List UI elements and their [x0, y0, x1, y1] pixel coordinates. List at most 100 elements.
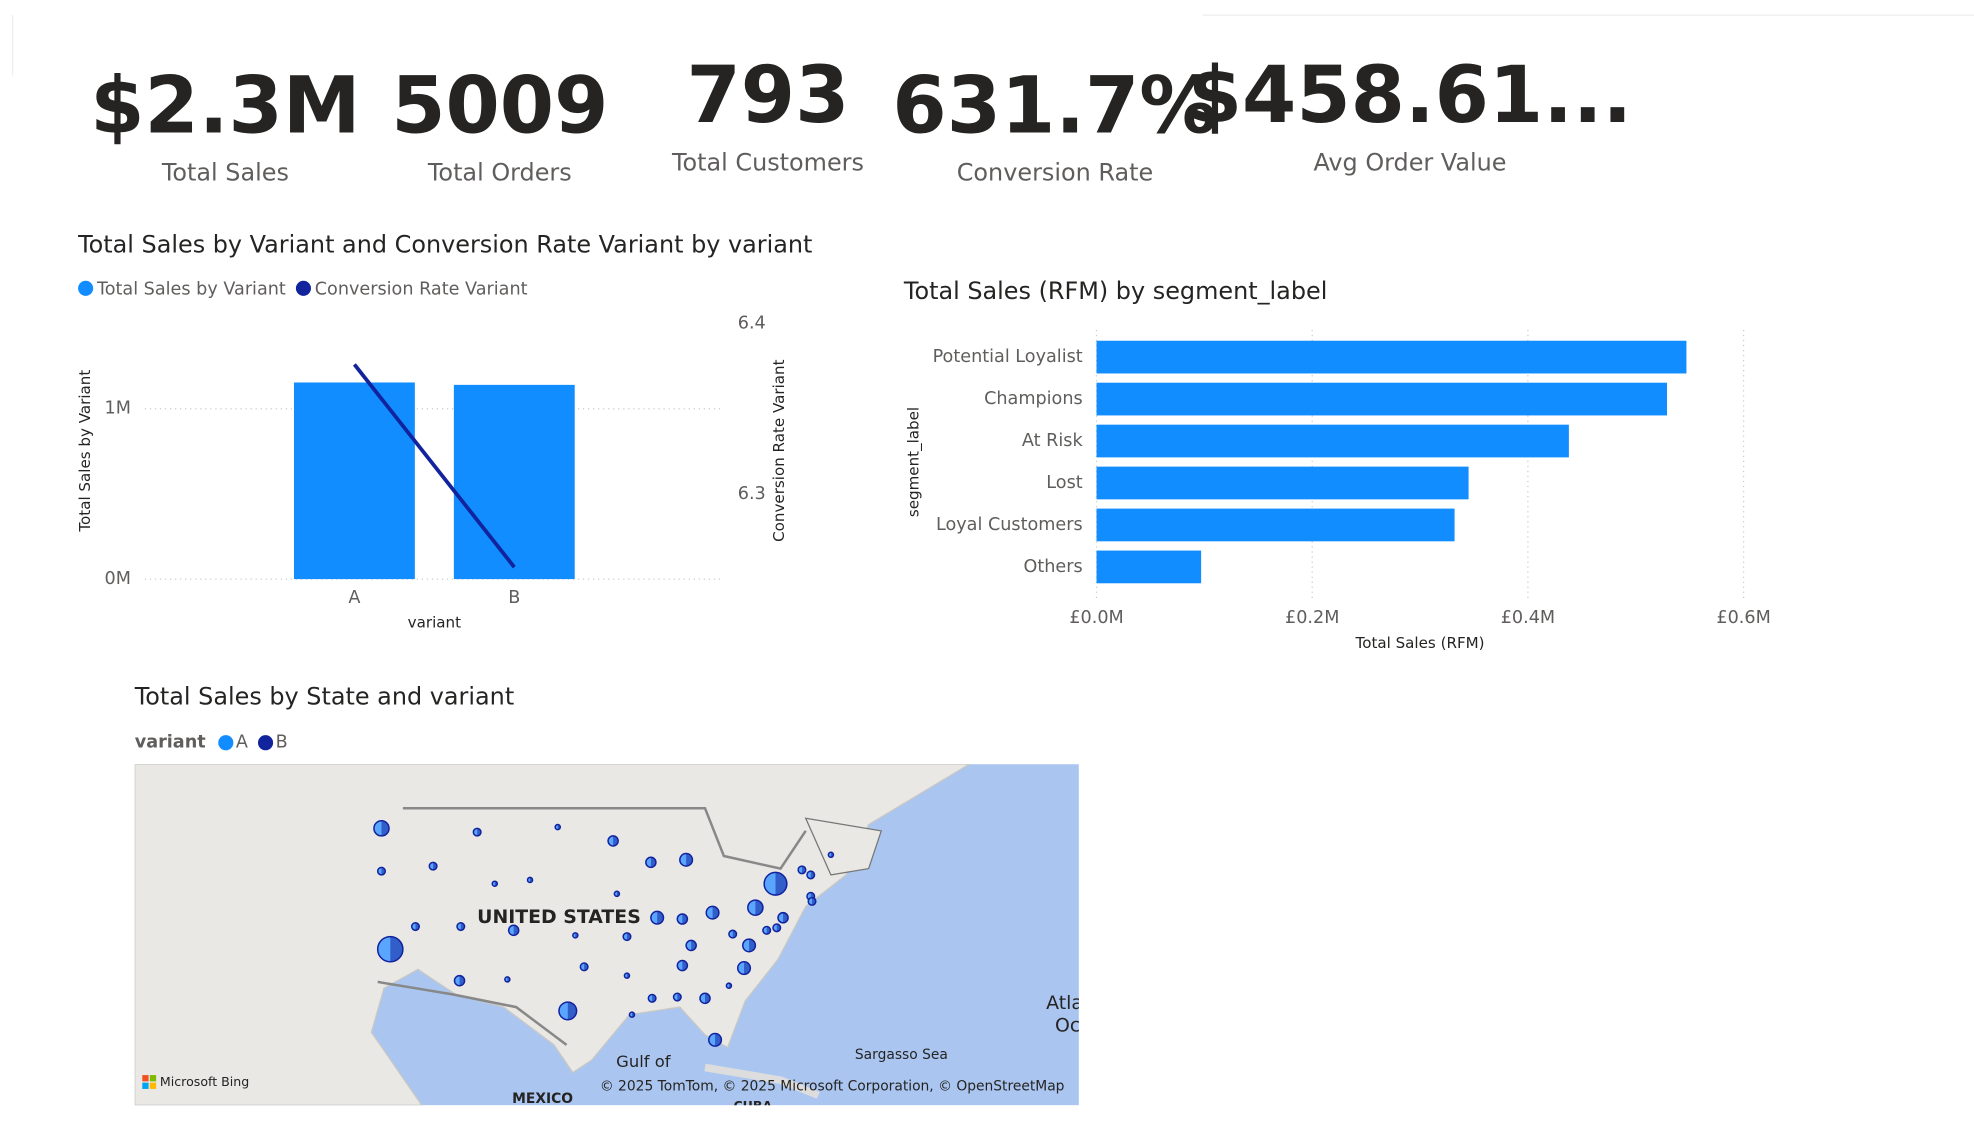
y-axis-label: Total Sales by Variant — [76, 370, 94, 533]
map-label: Oc — [1055, 1014, 1080, 1036]
state-bubble-slice — [801, 866, 806, 874]
land — [134, 764, 971, 1106]
legend-marker — [295, 280, 311, 296]
bar — [1096, 424, 1569, 458]
x-tick-label: £0.0M — [1069, 608, 1123, 628]
state-bubble-slice — [682, 913, 688, 925]
state-bubble-slice — [460, 922, 465, 931]
legend-label: A — [236, 733, 248, 753]
x-tick-label: B — [508, 588, 520, 608]
state-bubble-slice — [613, 835, 619, 846]
legend-title: variant — [135, 733, 207, 753]
bar — [1096, 550, 1202, 584]
legend-marker — [257, 735, 274, 751]
state-bubble-slice — [705, 993, 711, 1004]
x-axis-label: variant — [408, 614, 461, 632]
kpi-value: $458.61... — [1188, 51, 1632, 141]
bar — [1096, 466, 1469, 500]
map-label: Atla — [1046, 992, 1083, 1014]
bar — [293, 382, 415, 580]
legend-marker — [218, 735, 234, 751]
bing-logo — [149, 1075, 157, 1082]
line — [352, 363, 516, 569]
state-bubble-slice — [775, 872, 787, 896]
state-bubble-slice — [381, 867, 386, 875]
kpi-value: 5009 — [391, 61, 608, 151]
bing-logo — [149, 1082, 157, 1089]
y-axis-label: segment_label — [904, 407, 923, 517]
state-bubble-slice — [830, 852, 834, 858]
state-bubble-slice — [691, 940, 697, 951]
state-bubble-slice — [494, 881, 498, 887]
state-bubble-slice — [415, 922, 420, 931]
map-label: CUBA — [733, 1098, 772, 1113]
state-bubble-slice — [732, 930, 737, 938]
y-tick-label: Champions — [984, 389, 1083, 409]
state-bubble-slice — [728, 983, 732, 989]
kpi-value: 793 — [686, 51, 849, 141]
state-bubble-slice — [459, 975, 465, 986]
state-bubble-slice — [381, 820, 390, 836]
state-bubble-slice — [626, 973, 630, 979]
y-tick-label: 0M — [105, 569, 131, 589]
chart-title: Total Sales by State and variant — [134, 682, 514, 710]
state-bubble-slice — [715, 1033, 722, 1047]
state-bubble-slice — [650, 857, 656, 868]
x-tick-label: A — [348, 588, 360, 608]
state-bubble-slice — [616, 891, 620, 897]
state-bubble-slice — [513, 925, 519, 936]
map-attribution: Microsoft Bing — [160, 1074, 249, 1089]
y-tick-label: Potential Loyalist — [933, 347, 1083, 367]
state-bubble-slice — [584, 963, 588, 971]
y2-axis-label: Conversion Rate Variant — [770, 359, 788, 541]
y-tick-label: Loyal Customers — [936, 515, 1083, 535]
y-tick-label: At Risk — [1022, 431, 1084, 451]
state-bubble-slice — [530, 877, 533, 883]
kpi-label: Total Sales — [161, 159, 289, 187]
x-tick-label: £0.2M — [1285, 608, 1339, 628]
state-bubble-slice — [712, 906, 719, 919]
legend-label: B — [276, 733, 288, 753]
map-label: Sargasso Sea — [855, 1047, 948, 1063]
state-bubble-slice — [810, 871, 815, 879]
x-tick-label: £0.4M — [1501, 608, 1555, 628]
kpi-label: Total Orders — [427, 159, 572, 187]
chart-title: Total Sales by Variant and Conversion Ra… — [77, 230, 812, 258]
map-label: Gulf of — [616, 1052, 672, 1071]
land — [704, 1063, 820, 1099]
state-bubble-slice — [783, 912, 789, 923]
border — [377, 980, 568, 1046]
state-bubble-slice — [557, 824, 561, 830]
bar — [1096, 508, 1455, 542]
bar — [453, 384, 575, 580]
state-bubble-slice — [433, 862, 437, 870]
border — [402, 806, 807, 871]
state-bubble-slice — [744, 961, 751, 975]
state-bubble-slice — [390, 936, 403, 962]
state-bubble-slice — [652, 994, 656, 1003]
state-bubble-slice — [507, 976, 510, 982]
state-bubble-slice — [626, 932, 631, 941]
kpi-label: Avg Order Value — [1313, 149, 1506, 177]
state-bubble-slice — [776, 924, 781, 932]
y-tick-label: Lost — [1046, 473, 1082, 493]
state-bubble-slice — [567, 1002, 577, 1020]
state-bubble-slice — [677, 993, 682, 1001]
state-bubble-slice — [657, 911, 664, 925]
state-bubble-slice — [477, 828, 481, 836]
state-bubble-slice — [631, 1012, 635, 1018]
bar — [1096, 382, 1668, 416]
kpi-value: 631.7% — [892, 61, 1217, 151]
state-bubble-slice — [749, 939, 756, 952]
legend-label: Total Sales by Variant — [96, 280, 286, 300]
state-bubble-slice — [812, 897, 816, 906]
chart-title: Total Sales (RFM) by segment_label — [903, 277, 1327, 305]
y2-tick-label: 6.4 — [738, 314, 766, 334]
map-attribution: © 2025 TomTom, © 2025 Microsoft Corporat… — [600, 1078, 1065, 1094]
x-axis-label: Total Sales (RFM) — [1355, 634, 1485, 652]
x-tick-label: £0.6M — [1716, 608, 1770, 628]
legend-marker — [78, 280, 94, 296]
